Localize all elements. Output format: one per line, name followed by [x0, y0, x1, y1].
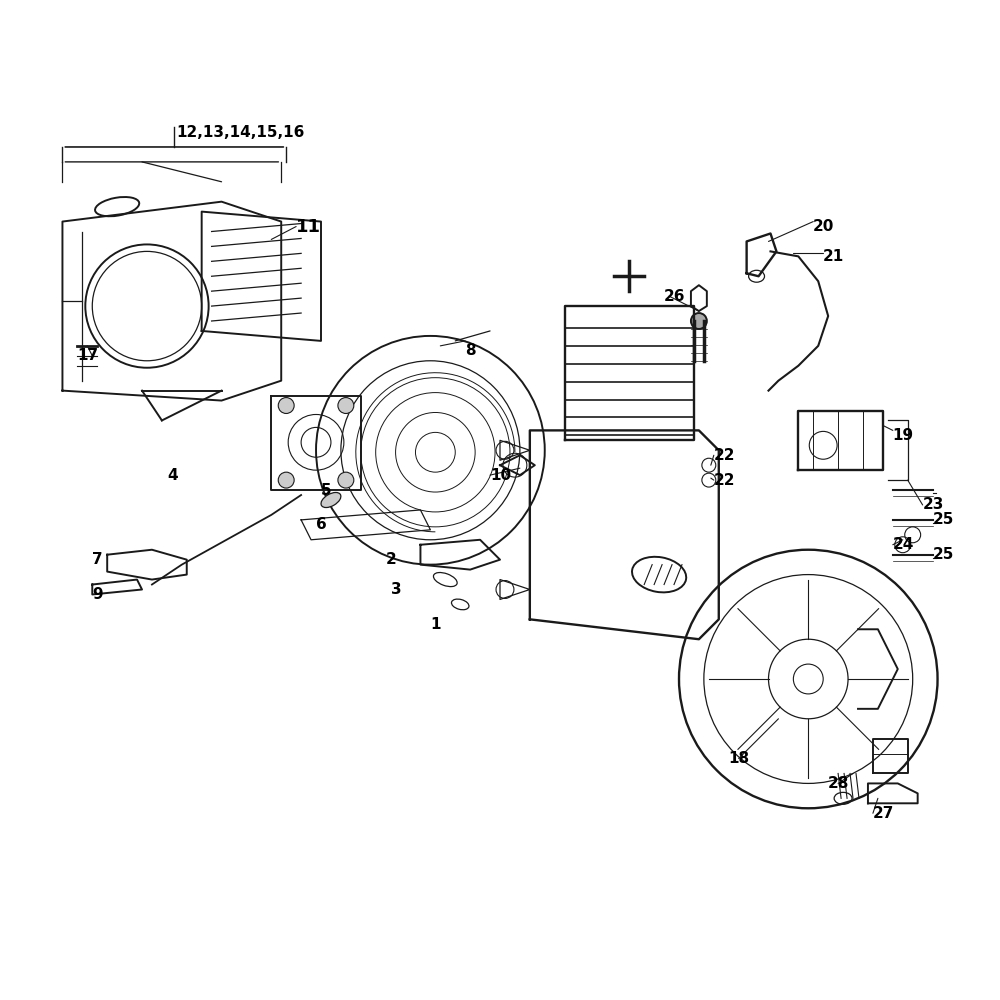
Text: 7: 7	[92, 552, 103, 567]
Ellipse shape	[691, 313, 707, 329]
Text: 19: 19	[893, 428, 914, 443]
Text: 5: 5	[321, 483, 332, 498]
Text: 3: 3	[391, 582, 401, 597]
Text: 4: 4	[167, 468, 177, 483]
Text: 10: 10	[490, 468, 511, 483]
Ellipse shape	[321, 492, 341, 508]
Text: 11: 11	[296, 218, 321, 236]
Text: 18: 18	[729, 751, 750, 766]
Text: 9: 9	[92, 587, 103, 602]
Text: 28: 28	[828, 776, 850, 791]
Text: 6: 6	[316, 517, 327, 532]
Text: 20: 20	[813, 219, 835, 234]
Circle shape	[338, 398, 354, 413]
Text: 25: 25	[933, 547, 954, 562]
Text: 21: 21	[823, 249, 844, 264]
Text: 17: 17	[77, 348, 98, 363]
Text: 25: 25	[933, 512, 954, 527]
Circle shape	[278, 472, 294, 488]
Text: 27: 27	[873, 806, 894, 821]
Text: 1: 1	[430, 617, 441, 632]
Text: 23: 23	[923, 497, 944, 512]
Circle shape	[278, 398, 294, 413]
Circle shape	[338, 472, 354, 488]
Text: 22: 22	[714, 473, 735, 488]
Text: 22: 22	[714, 448, 735, 463]
Text: 8: 8	[465, 343, 476, 358]
Text: 24: 24	[893, 537, 914, 552]
Text: 12,13,14,15,16: 12,13,14,15,16	[177, 125, 305, 140]
Text: 2: 2	[386, 552, 396, 567]
Text: 26: 26	[664, 289, 686, 304]
